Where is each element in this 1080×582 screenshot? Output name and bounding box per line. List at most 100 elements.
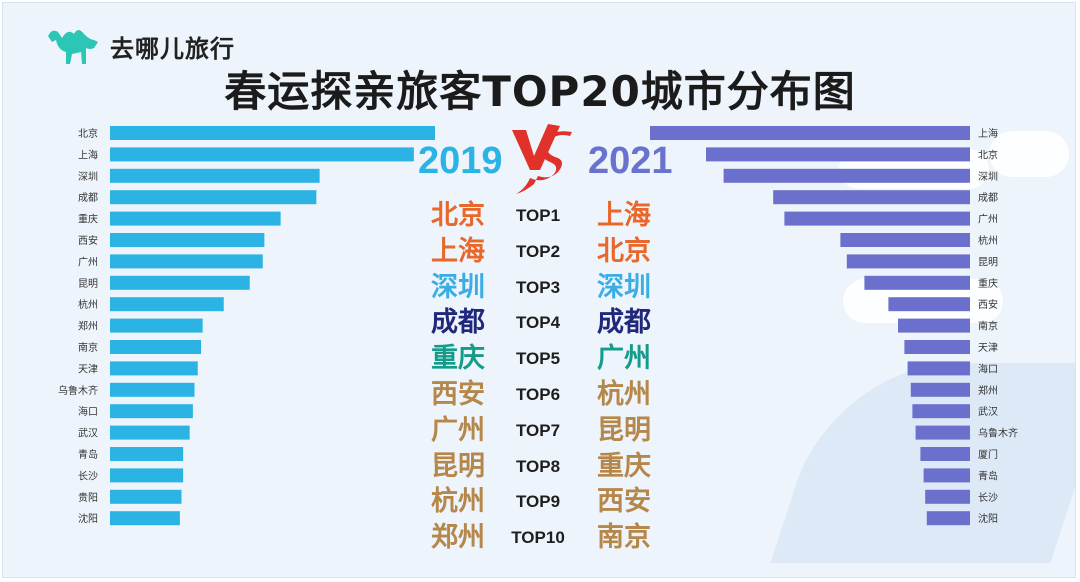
label-2019-12: 天津 [78,363,98,375]
label-2021-8: 重庆 [978,277,998,290]
year-2019-label: 2019 [418,140,503,182]
rank-label: TOP7 [515,420,561,440]
label-2021-14: 武汉 [978,405,998,418]
bar-2021-6 [840,233,970,247]
rank-city-2021: 昆明 [597,414,651,446]
label-2021-19: 沈阳 [978,512,998,525]
rank-city-2019: 郑州 [431,522,485,554]
bar-2019-1 [110,126,435,140]
bar-2021-13 [910,382,970,397]
label-2021-12: 海口 [978,362,998,375]
label-2019-1: 北京 [78,127,98,140]
rank-city-2019: 北京 [431,200,485,231]
label-2019-13: 乌鲁木齐 [58,384,98,397]
label-2021-4: 成都 [978,192,998,204]
rank-label: TOP9 [515,492,561,512]
bar-2021-18 [925,489,970,504]
rank-city-2021: 西安 [597,486,651,518]
bar-2021-19 [926,511,970,526]
label-2021-10: 南京 [978,320,998,333]
bar-2019-18 [110,489,182,504]
label-2021-11: 天津 [978,342,998,354]
label-2021-3: 深圳 [978,171,998,183]
bar-2021-7 [846,254,970,269]
rank-city-2019: 西安 [431,379,485,410]
label-2019-10: 郑州 [78,320,98,333]
label-2021-7: 昆明 [978,256,998,268]
rank-city-2021: 重庆 [597,450,651,482]
bar-2019-19 [110,511,180,526]
rank-row: 北京 TOP1 上海 [400,198,700,234]
bar-2021-16 [920,447,970,461]
brand-logo: 去哪儿旅行 [44,24,235,68]
rank-city-2021: 上海 [597,200,651,231]
rank-label: TOP3 [515,277,561,297]
rank-row: 杭州 TOP9 西安 [400,484,700,520]
bar-2019-17 [110,468,184,483]
bar-2019-4 [110,190,317,205]
label-2021-5: 广州 [978,214,998,226]
bar-2021-14 [912,404,970,419]
label-2019-19: 沈阳 [78,512,98,525]
rank-city-2021: 广州 [597,343,651,375]
label-2019-17: 长沙 [78,470,98,482]
bar-2019-11 [110,340,201,354]
bar-2019-2 [110,147,414,162]
rank-row: 重庆 TOP5 广州 [400,341,700,377]
rank-label: TOP2 [515,241,561,261]
bar-2019-7 [110,254,263,269]
label-2019-18: 贵阳 [78,491,98,504]
rank-label: TOP4 [515,313,561,333]
label-2021-2: 北京 [978,148,998,161]
bar-2021-8 [864,275,970,290]
label-2021-6: 杭州 [978,234,998,247]
rank-row: 上海 TOP2 北京 [400,234,700,270]
rank-city-2021: 杭州 [597,379,651,410]
bar-2019-8 [110,275,250,290]
bar-2021-5 [784,211,970,226]
bar-2021-2 [706,147,970,162]
bar-2021-9 [888,297,970,312]
bar-2019-5 [110,211,281,226]
bar-2021-4 [773,190,970,205]
vs-icon [512,124,572,194]
bar-2021-10 [898,318,970,333]
label-2021-1: 上海 [978,127,998,140]
rank-row: 广州 TOP7 昆明 [400,413,700,449]
label-2019-16: 青岛 [78,448,98,461]
rank-label: TOP8 [515,456,561,476]
rank-row: 昆明 TOP8 重庆 [400,449,700,485]
label-2021-9: 西安 [978,298,998,311]
bar-2019-13 [110,382,195,397]
rank-city-2019: 上海 [431,235,485,267]
bar-2019-15 [110,425,190,440]
bar-2021-1 [650,126,970,140]
rank-city-2021: 南京 [597,522,651,554]
rank-label: TOP10 [511,528,565,548]
rank-label: TOP6 [515,385,561,404]
bar-2021-11 [904,340,970,354]
rank-city-2021: 成都 [597,307,651,339]
rank-label: TOP1 [515,206,561,225]
rank-city-2019: 杭州 [431,486,485,518]
bar-2019-16 [110,447,184,461]
label-2019-6: 西安 [78,234,98,247]
label-2021-15: 乌鲁木齐 [978,427,1018,440]
bar-2019-14 [110,404,193,419]
label-2019-8: 昆明 [78,278,98,290]
rank-row: 西安 TOP6 杭州 [400,377,700,413]
cloud-decoration [989,131,1069,177]
rank-label: TOP5 [515,349,561,369]
label-2019-5: 重庆 [78,213,98,226]
bar-2019-12 [110,361,198,376]
camel-icon [48,30,98,64]
rank-city-2021: 北京 [597,235,651,267]
label-2021-16: 厦门 [978,448,998,461]
label-2019-2: 上海 [78,148,98,161]
bar-2021-3 [723,168,970,183]
brand-name: 去哪儿旅行 [110,34,235,63]
bar-2021-15 [915,425,970,440]
bar-2019-3 [110,168,320,183]
